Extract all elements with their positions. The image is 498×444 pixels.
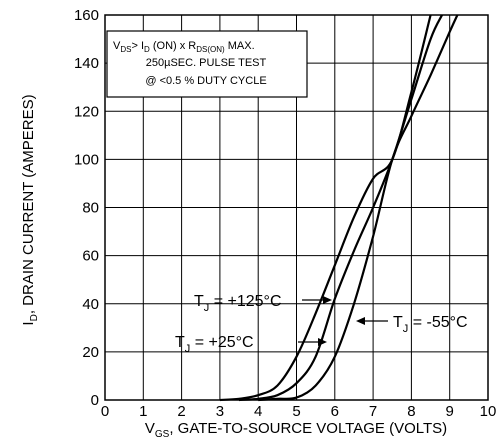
y-tick-label: 160 xyxy=(74,7,99,24)
arrow-55c-head xyxy=(356,317,365,325)
test-note-line3: @ <0.5 % DUTY CYCLE xyxy=(145,75,266,87)
x-tick-label: 3 xyxy=(216,403,224,420)
plot-frame xyxy=(104,14,489,401)
x-tick-labels: 0 1 2 3 4 5 6 7 8 9 10 xyxy=(101,403,497,420)
series-group xyxy=(219,14,459,402)
x-tick-label: 10 xyxy=(480,403,497,420)
test-conditions-box xyxy=(106,30,308,98)
series-line-25c xyxy=(238,14,443,402)
x-tick-label: 6 xyxy=(331,403,339,420)
y-tick-label: 0 xyxy=(91,392,99,409)
test-note-line2: 250µSEC. PULSE TEST xyxy=(146,57,267,69)
arrow-125c-head xyxy=(323,296,332,304)
annotation-55c: TJ = -55°C xyxy=(393,314,468,335)
x-tick-label: 7 xyxy=(369,403,377,420)
x-tick-label: 2 xyxy=(177,403,185,420)
x-tick-label: 8 xyxy=(407,403,415,420)
y-axis-label: ID, DRAIN CURRENT (AMPERES) xyxy=(20,94,40,325)
arrow-25c-head xyxy=(318,338,327,346)
annotation-125c: TJ = +125°C xyxy=(194,293,282,314)
y-tick-label: 120 xyxy=(74,103,99,120)
y-tick-label: 60 xyxy=(82,248,99,265)
test-note-line1: VDS> ID (ON) x RDS(ON) MAX. xyxy=(113,40,255,54)
x-axis-label: VGS, GATE-TO-SOURCE VOLTAGE (VOLTS) xyxy=(145,420,447,440)
x-tick-label: 5 xyxy=(292,403,300,420)
x-tick-label: 0 xyxy=(101,403,109,420)
y-tick-label: 100 xyxy=(74,151,99,168)
y-tick-label: 140 xyxy=(74,55,99,72)
y-tick-label: 80 xyxy=(82,200,99,217)
y-tick-label: 20 xyxy=(82,344,99,361)
series-line-minus55c xyxy=(258,14,459,402)
x-tick-label: 9 xyxy=(446,403,454,420)
x-tick-label: 4 xyxy=(254,403,262,420)
y-tick-label: 40 xyxy=(82,296,99,313)
annotation-25c: TJ = +25°C xyxy=(175,334,254,355)
x-tick-label: 1 xyxy=(139,403,147,420)
y-tick-labels: 0 20 40 60 80 100 120 140 160 xyxy=(74,7,99,409)
